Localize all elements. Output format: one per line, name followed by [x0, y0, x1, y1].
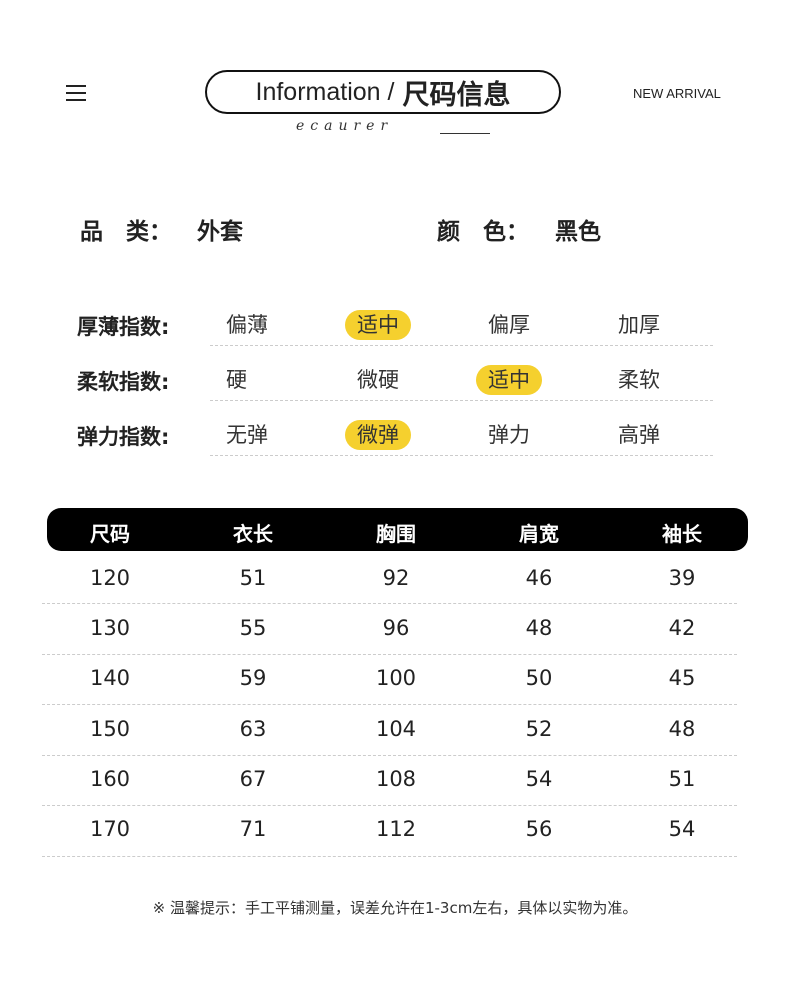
- table-cell: 54: [525, 766, 553, 791]
- row-divider: [42, 704, 737, 706]
- new-arrival-label: NEW ARRIVAL: [633, 86, 721, 101]
- category-value: 外套: [197, 219, 243, 245]
- color-label: 颜 色：: [437, 219, 529, 245]
- title-en: Information /: [255, 77, 395, 106]
- table-cell: 160: [89, 766, 131, 791]
- table-cell: 170: [89, 817, 131, 841]
- table-cell: 130: [89, 616, 131, 641]
- index-option-selected: 适中: [345, 310, 411, 340]
- row-divider: [42, 603, 737, 604]
- table-cell: 46: [525, 566, 553, 590]
- table-cell: 92: [382, 566, 410, 590]
- column-header: 肩宽: [519, 522, 559, 546]
- row-divider: [42, 856, 737, 857]
- category-label: 品 类：: [80, 219, 172, 245]
- table-cell: 42: [668, 616, 696, 641]
- table-cell: 120: [89, 566, 131, 590]
- table-cell: 48: [525, 616, 553, 641]
- row-divider: [42, 653, 737, 655]
- index-option: 加厚: [618, 313, 660, 337]
- table-header: [47, 508, 748, 551]
- divider: [210, 400, 713, 401]
- index-option: 高弹: [618, 423, 660, 447]
- title-cn: 尺码信息: [402, 79, 511, 111]
- table-cell: 51: [668, 766, 696, 791]
- table-cell: 45: [668, 666, 696, 691]
- index-label: 厚薄指数:: [77, 315, 170, 339]
- column-header: 胸围: [376, 522, 416, 546]
- row-divider: [42, 754, 737, 756]
- column-header: 衣长: [233, 522, 273, 546]
- title-pill: Information / 尺码信息: [205, 70, 561, 114]
- index-option-selected: 微弹: [345, 420, 411, 450]
- table-cell: 96: [382, 616, 410, 641]
- index-option: 微硬: [357, 368, 399, 392]
- index-option-selected: 适中: [476, 365, 542, 395]
- table-cell: 112: [375, 817, 417, 841]
- table-cell: 63: [239, 716, 267, 741]
- table-cell: 50: [525, 666, 553, 691]
- index-option: 弹力: [488, 423, 530, 447]
- hamburger-icon[interactable]: [66, 85, 86, 106]
- index-label: 弹力指数:: [77, 425, 170, 449]
- column-header: 袖长: [662, 522, 702, 546]
- table-cell: 39: [668, 566, 696, 590]
- index-option: 柔软: [618, 368, 660, 392]
- signature-logo: ecaurer: [296, 118, 394, 134]
- table-cell: 150: [89, 716, 131, 741]
- table-cell: 54: [668, 817, 696, 841]
- index-option: 硬: [226, 368, 247, 392]
- row-divider: [42, 805, 737, 807]
- divider: [210, 345, 713, 346]
- table-cell: 71: [239, 817, 267, 841]
- table-cell: 100: [375, 666, 417, 691]
- table-cell: 56: [525, 817, 553, 841]
- index-option: 无弹: [226, 423, 268, 447]
- table-cell: 104: [375, 716, 417, 741]
- table-cell: 59: [239, 666, 267, 691]
- table-cell: 48: [668, 716, 696, 741]
- signature-underline: [440, 133, 490, 134]
- table-cell: 67: [239, 766, 267, 791]
- index-option: 偏厚: [488, 313, 530, 337]
- measurement-note: ※ 温馨提示：手工平铺测量，误差允许在1-3cm左右，具体以实物为准。: [152, 899, 638, 917]
- table-cell: 140: [89, 666, 131, 691]
- column-header: 尺码: [90, 522, 130, 546]
- table-cell: 55: [239, 616, 267, 641]
- index-label: 柔软指数:: [77, 370, 170, 394]
- color-value: 黑色: [555, 219, 601, 245]
- index-option: 偏薄: [226, 313, 268, 337]
- table-cell: 52: [525, 716, 553, 741]
- divider: [210, 455, 713, 456]
- table-cell: 108: [375, 766, 417, 791]
- table-cell: 51: [239, 566, 267, 590]
